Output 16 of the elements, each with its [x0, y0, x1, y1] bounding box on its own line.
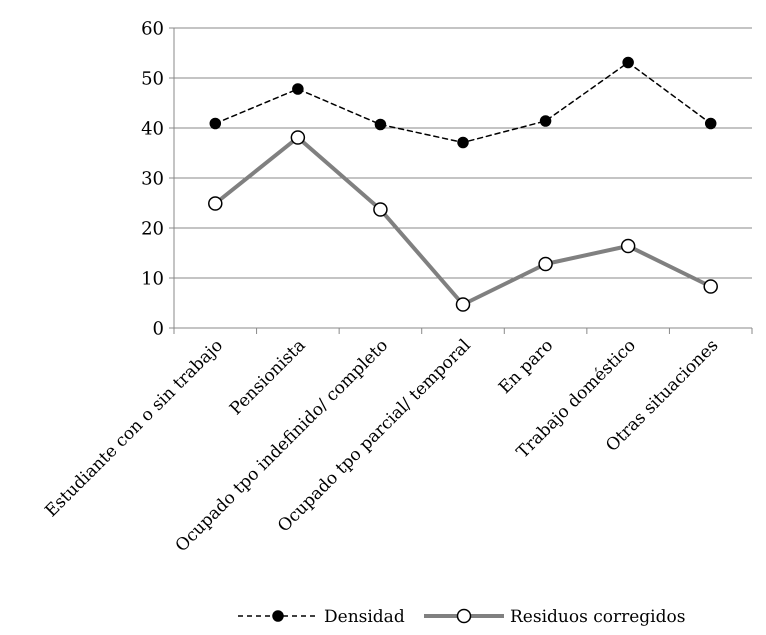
- legend-label: Densidad: [324, 607, 405, 627]
- point: [210, 118, 222, 130]
- y-tick-label: 20: [141, 218, 164, 240]
- y-tick-label: 10: [141, 268, 164, 290]
- point: [457, 136, 469, 148]
- y-tick-label: 30: [141, 168, 164, 190]
- point: [704, 118, 716, 130]
- y-tick-label: 40: [141, 118, 164, 140]
- point: [540, 115, 552, 127]
- point: [622, 56, 634, 68]
- legend-label: Residuos corregidos: [510, 607, 686, 627]
- point: [374, 118, 386, 130]
- y-tick-label: 50: [141, 68, 164, 90]
- y-tick-label: 0: [152, 318, 164, 340]
- y-tick-label: 60: [141, 18, 164, 40]
- point: [292, 83, 304, 95]
